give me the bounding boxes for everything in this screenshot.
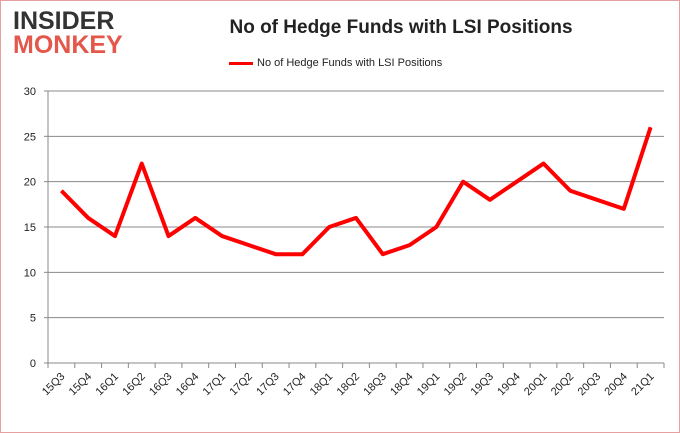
x-tick-label: 15Q3 [40, 371, 68, 399]
y-tick-label: 15 [24, 222, 36, 234]
x-tick-label: 19Q3 [469, 371, 497, 399]
x-tick-label: 20Q2 [549, 371, 577, 399]
x-tick-label: 15Q4 [67, 371, 95, 399]
x-tick-label: 18Q4 [388, 371, 416, 399]
x-tick-label: 16Q4 [174, 371, 202, 399]
y-tick-label: 5 [30, 313, 36, 325]
x-tick-label: 19Q4 [495, 371, 523, 399]
y-tick-label: 20 [24, 177, 36, 189]
x-tick-label: 18Q3 [361, 371, 389, 399]
logo-line2: MONKEY [13, 31, 123, 59]
series-line [59, 126, 653, 257]
y-tick-label: 10 [24, 267, 36, 279]
y-tick-label: 0 [30, 358, 36, 370]
insider-monkey-logo: INSIDER MONKEY [13, 7, 123, 59]
x-tick-label: 19Q1 [415, 371, 443, 399]
x-tick-label: 20Q4 [602, 371, 630, 399]
x-tick-label: 19Q2 [442, 371, 470, 399]
x-tick-label: 17Q3 [254, 371, 282, 399]
x-tick-label: 21Q1 [629, 371, 657, 399]
x-tick-label: 17Q4 [281, 371, 309, 399]
x-tick-label: 18Q2 [335, 371, 363, 399]
x-tick-label: 17Q2 [227, 371, 255, 399]
x-tick-label: 16Q3 [147, 371, 175, 399]
legend-swatch [229, 61, 253, 65]
logo-line1: INSIDER [13, 7, 115, 35]
legend-label: No of Hedge Funds with LSI Positions [257, 57, 443, 69]
legend: No of Hedge Funds with LSI Positions [229, 57, 442, 69]
y-tick-label: 25 [24, 131, 36, 143]
x-tick-label: 17Q1 [201, 371, 229, 399]
x-tick-label: 20Q3 [576, 371, 604, 399]
x-tick-label: 16Q1 [94, 371, 122, 399]
x-tick-label: 18Q1 [308, 371, 336, 399]
chart-title: No of Hedge Funds with LSI Positions [229, 17, 573, 38]
x-tick-label: 20Q1 [522, 371, 550, 399]
y-tick-label: 30 [24, 86, 36, 98]
x-tick-label: 16Q2 [120, 371, 148, 399]
